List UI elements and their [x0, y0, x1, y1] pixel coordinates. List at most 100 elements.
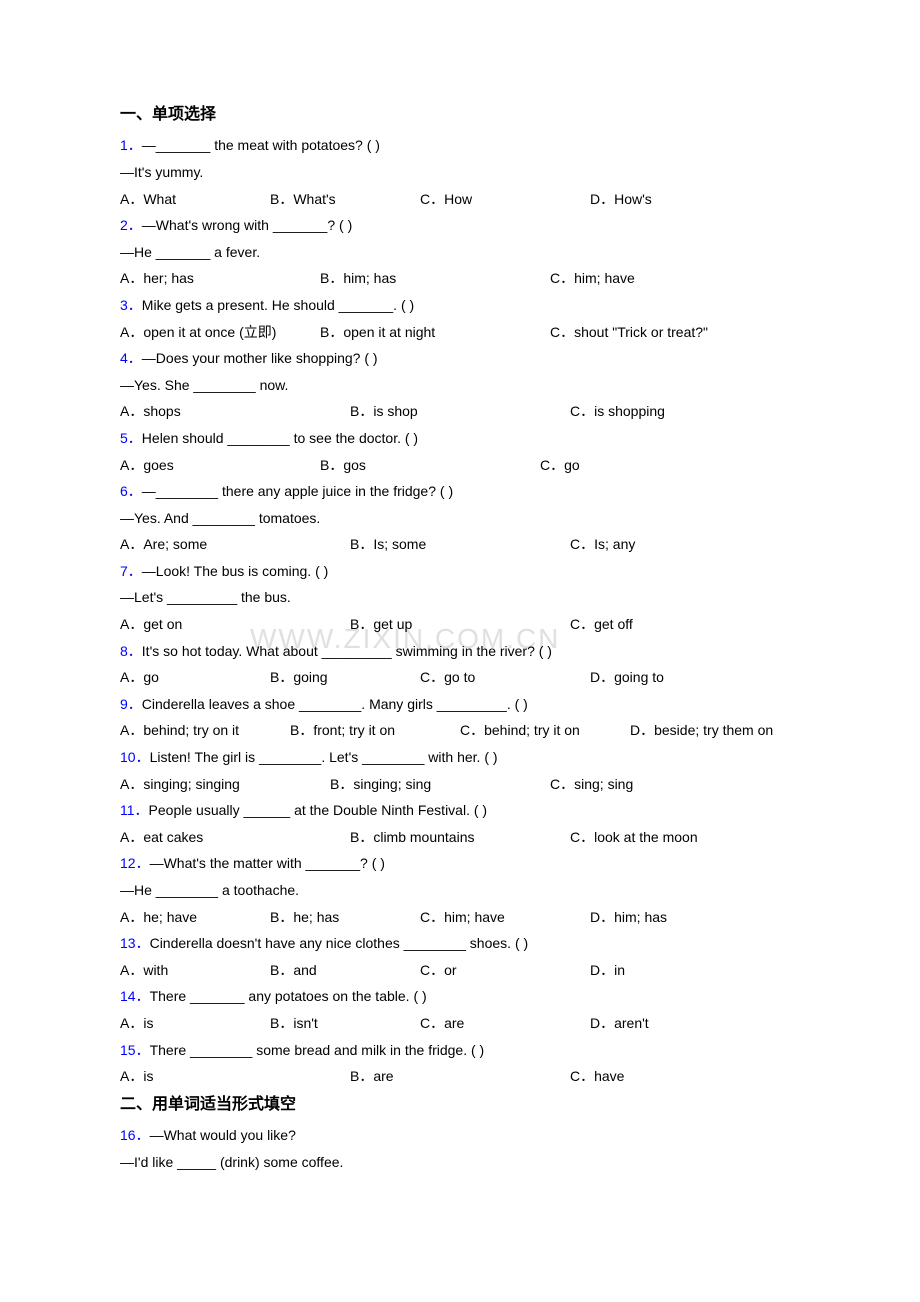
- question-number: 4．: [120, 350, 142, 366]
- questions-container: 1．—_______ the meat with potatoes? ( ) —I…: [120, 132, 800, 1089]
- choice-option: B．him; has: [320, 265, 550, 292]
- choice-option: D．in: [590, 957, 625, 984]
- choice-option: C．get off: [570, 611, 633, 638]
- choice-option: B．front; try it on: [290, 717, 460, 744]
- question-text: Cinderella doesn't have any nice clothes…: [150, 935, 529, 951]
- question-tail: —Let's _________ the bus.: [120, 584, 800, 611]
- choice-option: D．beside; try them on: [630, 717, 773, 744]
- section-2-heading: 二、用单词适当形式填空: [120, 1090, 800, 1120]
- question-choices: A．shopsB．is shopC．is shopping: [120, 398, 800, 425]
- question-number: 13．: [120, 935, 150, 951]
- choice-option: B．What's: [270, 186, 420, 213]
- question-text: —What would you like?: [150, 1127, 296, 1143]
- choice-option: C．How: [420, 186, 590, 213]
- choice-option: A．he; have: [120, 904, 270, 931]
- question-choices: A．goesB．gosC．go: [120, 452, 800, 479]
- question-stem: 9．Cinderella leaves a shoe ________. Man…: [120, 691, 800, 718]
- question-stem: 12．—What's the matter with _______? ( ): [120, 850, 800, 877]
- choice-option: D．aren't: [590, 1010, 649, 1037]
- choice-option: A．Are; some: [120, 531, 350, 558]
- question-stem: 13．Cinderella doesn't have any nice clot…: [120, 930, 800, 957]
- question-text: Helen should ________ to see the doctor.…: [142, 430, 418, 446]
- question-choices: A．Are; someB．Is; someC．Is; any: [120, 531, 800, 558]
- question-choices: A．get onB．get upC．get off: [120, 611, 800, 638]
- question-tail: —Yes. And ________ tomatoes.: [120, 505, 800, 532]
- choice-option: C．sing; sing: [550, 771, 633, 798]
- choice-option: A．behind; try on it: [120, 717, 290, 744]
- choice-option: B．open it at night: [320, 319, 550, 346]
- question-text: Mike gets a present. He should _______. …: [142, 297, 414, 313]
- question-number: 11．: [120, 802, 149, 818]
- choice-option: A．goes: [120, 452, 320, 479]
- choice-option: A．is: [120, 1010, 270, 1037]
- choice-option: C．are: [420, 1010, 590, 1037]
- choice-option: B．singing; sing: [330, 771, 550, 798]
- choice-option: C．shout "Trick or treat?": [550, 319, 708, 346]
- choice-option: A．shops: [120, 398, 350, 425]
- choice-option: B．get up: [350, 611, 570, 638]
- choice-option: C．have: [570, 1063, 624, 1090]
- question-number: 12．: [120, 855, 150, 871]
- question-text: There ________ some bread and milk in th…: [150, 1042, 485, 1058]
- question-choices: A．open it at once (立即)B．open it at night…: [120, 319, 800, 346]
- choice-option: A．open it at once (立即): [120, 319, 320, 346]
- question-number: 1．: [120, 137, 142, 153]
- question-choices: A．goB．goingC．go toD．going to: [120, 664, 800, 691]
- choice-option: B．and: [270, 957, 420, 984]
- question-stem: 2．—What's wrong with _______? ( ): [120, 212, 800, 239]
- choice-option: A．her; has: [120, 265, 320, 292]
- choice-option: D．going to: [590, 664, 664, 691]
- question-text: —What's wrong with _______? ( ): [142, 217, 352, 233]
- choice-option: B．gos: [320, 452, 540, 479]
- page-content: 一、单项选择 1．—_______ the meat with potatoes…: [120, 100, 800, 1175]
- choice-option: C．him; have: [420, 904, 590, 931]
- choice-option: C．look at the moon: [570, 824, 698, 851]
- question-number: 8．: [120, 643, 142, 659]
- question-stem: 10．Listen! The girl is ________. Let's _…: [120, 744, 800, 771]
- choice-option: C．behind; try it on: [460, 717, 630, 744]
- question-stem: 8．It's so hot today. What about ________…: [120, 638, 800, 665]
- question-stem: 3．Mike gets a present. He should _______…: [120, 292, 800, 319]
- choice-option: A．go: [120, 664, 270, 691]
- choice-option: D．How's: [590, 186, 652, 213]
- question-text: —_______ the meat with potatoes? ( ): [142, 137, 380, 153]
- choice-option: A．get on: [120, 611, 350, 638]
- question-number: 9．: [120, 696, 142, 712]
- section-1-heading: 一、单项选择: [120, 100, 800, 130]
- choice-option: B．isn't: [270, 1010, 420, 1037]
- question-choices: A．he; haveB．he; hasC．him; haveD．him; has: [120, 904, 800, 931]
- question-tail: —He _______ a fever.: [120, 239, 800, 266]
- choice-option: C．or: [420, 957, 590, 984]
- fill-questions-container: 16．—What would you like?—I'd like _____ …: [120, 1122, 800, 1175]
- question-number: 3．: [120, 297, 142, 313]
- question-number: 2．: [120, 217, 142, 233]
- question-text: —________ there any apple juice in the f…: [142, 483, 453, 499]
- question-tail: —It's yummy.: [120, 159, 800, 186]
- choice-option: A．What: [120, 186, 270, 213]
- choice-option: C．him; have: [550, 265, 635, 292]
- choice-option: C．Is; any: [570, 531, 635, 558]
- question-text: People usually ______ at the Double Nint…: [149, 802, 488, 818]
- question-text: —Does your mother like shopping? ( ): [142, 350, 378, 366]
- choice-option: C．go to: [420, 664, 590, 691]
- question-stem: 4．—Does your mother like shopping? ( ): [120, 345, 800, 372]
- question-choices: A．behind; try on itB．front; try it onC．b…: [120, 717, 800, 744]
- question-text: It's so hot today. What about _________ …: [142, 643, 552, 659]
- choice-option: B．is shop: [350, 398, 570, 425]
- question-text: Cinderella leaves a shoe ________. Many …: [142, 696, 528, 712]
- question-number: 6．: [120, 483, 142, 499]
- question-text: —Look! The bus is coming. ( ): [142, 563, 328, 579]
- choice-option: C．is shopping: [570, 398, 665, 425]
- choice-option: A．eat cakes: [120, 824, 350, 851]
- question-choices: A．eat cakesB．climb mountainsC．look at th…: [120, 824, 800, 851]
- choice-option: B．climb mountains: [350, 824, 570, 851]
- question-number: 7．: [120, 563, 142, 579]
- question-choices: A．her; hasB．him; hasC．him; have: [120, 265, 800, 292]
- question-number: 16．: [120, 1127, 150, 1143]
- choice-option: A．with: [120, 957, 270, 984]
- question-stem: 15．There ________ some bread and milk in…: [120, 1037, 800, 1064]
- question-number: 15．: [120, 1042, 150, 1058]
- question-stem: 6．—________ there any apple juice in the…: [120, 478, 800, 505]
- choice-option: D．him; has: [590, 904, 667, 931]
- question-number: 5．: [120, 430, 142, 446]
